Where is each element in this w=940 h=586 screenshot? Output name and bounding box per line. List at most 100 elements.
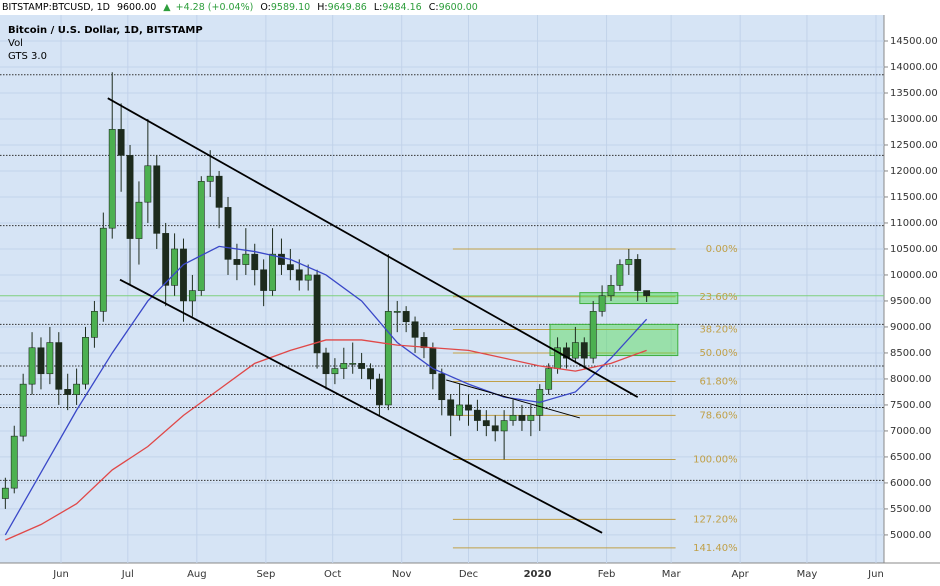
candle-body bbox=[518, 415, 526, 421]
y-tick-label: 7000.00 bbox=[890, 426, 931, 437]
candle-body bbox=[580, 342, 588, 359]
candle-body bbox=[589, 311, 597, 359]
candle-body bbox=[171, 248, 178, 286]
symbol: BITSTAMP:BTCUSD, 1D bbox=[2, 2, 110, 13]
candle-body bbox=[19, 383, 27, 437]
candle-body bbox=[82, 337, 89, 385]
fib-label: 38.20% bbox=[699, 325, 737, 336]
candle-body bbox=[28, 347, 36, 385]
y-tick-label: 6500.00 bbox=[890, 452, 931, 463]
candle-body bbox=[500, 420, 508, 432]
candle-body bbox=[367, 368, 374, 380]
y-tick-label: 13500.00 bbox=[890, 88, 938, 99]
candle-body bbox=[447, 399, 455, 416]
legend-item: GTS 3.0 bbox=[8, 51, 47, 62]
x-tick-label: 2020 bbox=[524, 569, 552, 580]
ohlc-label: C: bbox=[429, 2, 439, 13]
plot-background bbox=[0, 15, 884, 563]
x-tick-label: Jun bbox=[867, 569, 884, 580]
candle-body bbox=[384, 311, 392, 406]
candle-body bbox=[188, 290, 196, 302]
legend-item: Vol bbox=[8, 38, 23, 49]
candle-body bbox=[197, 181, 205, 291]
candle-body bbox=[527, 415, 535, 421]
candle-body bbox=[162, 233, 170, 286]
candle-body bbox=[108, 129, 116, 229]
fib-label: 100.00% bbox=[693, 455, 738, 466]
header: BITSTAMP:BTCUSD, 1D 9600.00 ▲ +4.28 (+0.… bbox=[2, 2, 478, 13]
candle-body bbox=[634, 259, 642, 291]
candle-body bbox=[1, 487, 9, 499]
y-tick-label: 14000.00 bbox=[890, 62, 938, 73]
candle-body bbox=[607, 285, 615, 297]
candle-body bbox=[117, 129, 125, 156]
candle-body bbox=[37, 347, 45, 375]
y-tick-label: 12000.00 bbox=[890, 166, 938, 177]
candle-body bbox=[465, 404, 472, 411]
candle-body bbox=[233, 259, 241, 265]
x-tick-label: Oct bbox=[324, 569, 341, 580]
candle-body bbox=[331, 368, 339, 375]
candle-body bbox=[393, 311, 401, 313]
candle-body bbox=[278, 253, 285, 265]
y-tick-label: 11000.00 bbox=[890, 218, 938, 229]
x-tick-label: May bbox=[797, 569, 818, 580]
candle-body bbox=[55, 342, 63, 390]
y-tick-label: 10000.00 bbox=[890, 270, 938, 281]
candle-body bbox=[349, 363, 357, 365]
x-tick-label: Dec bbox=[459, 569, 478, 580]
candle-body bbox=[144, 165, 152, 203]
y-tick-label: 14500.00 bbox=[890, 36, 938, 47]
candle-body bbox=[153, 165, 161, 234]
candle-body bbox=[643, 290, 651, 297]
candle-body bbox=[420, 337, 428, 349]
candle-body bbox=[411, 321, 419, 338]
candle-body bbox=[625, 259, 633, 265]
plot: 0.00% 23.60% 38.20% 50.00% 61.80% 78.60% 100.0… bbox=[0, 15, 884, 563]
moving-average bbox=[5, 339, 647, 541]
ohlc-value: 9600.00 bbox=[439, 2, 478, 13]
fib-label: 127.20% bbox=[693, 514, 738, 525]
header-bar bbox=[0, 0, 940, 15]
y-tick-label: 12500.00 bbox=[890, 140, 938, 151]
y-tick-label: 7500.00 bbox=[890, 400, 931, 411]
overlay: Bitcoin / U.S. Dollar, 1D, BITSTAMP Vol … bbox=[8, 25, 203, 62]
candle-body bbox=[313, 274, 321, 354]
zone bbox=[549, 323, 679, 357]
candle-body bbox=[64, 389, 72, 395]
y-tick-label: 10500.00 bbox=[890, 244, 938, 255]
candle-body bbox=[46, 342, 54, 375]
candle-body bbox=[99, 227, 107, 312]
candle-body bbox=[126, 155, 134, 239]
candle-body bbox=[286, 264, 294, 271]
candle-body bbox=[224, 207, 232, 260]
candle-body bbox=[358, 363, 366, 369]
fib-label: 141.40% bbox=[693, 543, 738, 554]
ohlc-value: 9649.86 bbox=[328, 2, 367, 13]
candle-body bbox=[402, 311, 410, 323]
candle-body bbox=[571, 342, 579, 359]
legend-title: Bitcoin / U.S. Dollar, 1D, BITSTAMP bbox=[8, 25, 203, 36]
y-tick-label: 9500.00 bbox=[890, 296, 931, 307]
y-tick-label: 5000.00 bbox=[890, 530, 931, 541]
candle-body bbox=[616, 264, 624, 286]
candle-body bbox=[73, 383, 81, 395]
trendline bbox=[107, 97, 639, 398]
candle-body bbox=[215, 175, 223, 208]
candle-body bbox=[322, 352, 330, 375]
candle-body bbox=[545, 368, 553, 390]
candle-body bbox=[180, 248, 187, 302]
zone bbox=[579, 292, 679, 305]
candle-body bbox=[295, 269, 303, 281]
fib-label: 78.60% bbox=[699, 410, 737, 421]
candle-body bbox=[438, 373, 446, 401]
time-axis bbox=[0, 563, 884, 586]
y-tick-label: 5500.00 bbox=[890, 504, 931, 515]
candle-body bbox=[10, 435, 18, 489]
ohlc-label: L: bbox=[374, 2, 383, 13]
trendline bbox=[119, 278, 603, 534]
candle-body bbox=[491, 425, 499, 432]
x-tick-label: Aug bbox=[187, 569, 207, 580]
